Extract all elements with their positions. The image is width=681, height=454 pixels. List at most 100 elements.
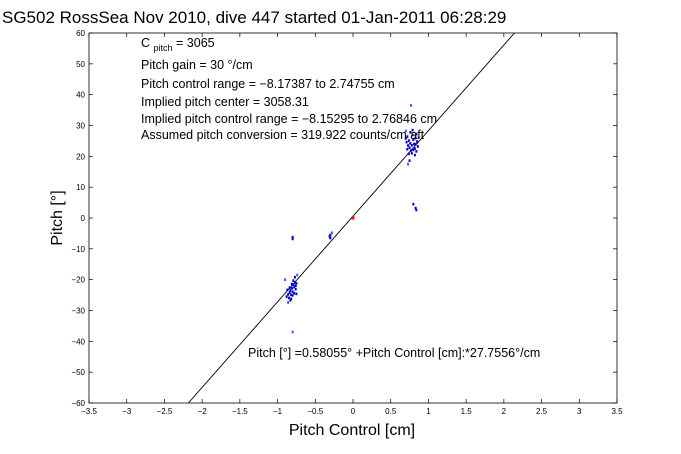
scatter-point	[287, 301, 290, 304]
fit-line	[188, 32, 515, 404]
scatter-point	[410, 143, 413, 147]
x-tick-label: 0	[351, 407, 356, 416]
scatter-point	[407, 144, 410, 147]
scatter-point	[287, 296, 290, 300]
annotation-fit-equation: Pitch [°] =0.58055° +Pitch Control [cm]:…	[248, 346, 540, 360]
scatter-point	[413, 142, 416, 146]
x-tick-label: −2	[198, 407, 208, 416]
x-axis-ticks: −3.5 −3 −2.5 −2 −1.5 −1 −0.5 0 0.5 1 1.5 2 2.5 3 3.5	[81, 33, 623, 416]
chart-title: SG502 RossSea Nov 2010, dive 447 started…	[2, 8, 506, 27]
scatter-point	[292, 279, 295, 282]
scatter-point	[410, 151, 413, 155]
scatter-point	[415, 208, 418, 212]
x-tick-label: 3	[577, 407, 582, 416]
scatter-point	[295, 292, 298, 296]
scatter-point	[405, 140, 408, 144]
scatter-point	[415, 150, 418, 153]
x-tick-label: 1	[426, 407, 431, 416]
y-tick-label: 30	[76, 122, 85, 131]
y-axis-label: Pitch [°]	[49, 190, 66, 245]
scatter-point	[407, 162, 410, 166]
x-tick-label: −0.5	[307, 407, 323, 416]
scatter-point	[293, 281, 296, 284]
scatter-point	[407, 139, 410, 142]
y-tick-label: 60	[76, 29, 85, 38]
x-tick-label: −3	[122, 407, 132, 416]
scatter-point	[291, 294, 294, 297]
scatter-point	[328, 235, 331, 238]
annotation-c-pitch: C pitch = 3065	[141, 36, 215, 54]
scatter-point	[290, 287, 293, 290]
scatter-point	[330, 231, 333, 235]
annotation-pitch-control-range: Pitch control range = −8.17387 to 2.7475…	[141, 77, 395, 91]
scatter-point	[409, 142, 412, 145]
scatter-point	[416, 145, 419, 148]
annotation-c-pitch-main: C	[141, 36, 150, 50]
scatter-point	[293, 285, 296, 289]
annotation-assumed-pitch-conversion: Assumed pitch conversion = 319.922 count…	[141, 128, 425, 142]
scatter-point	[413, 147, 416, 150]
y-tick-label: 10	[76, 183, 85, 192]
scatter-point	[404, 129, 407, 133]
annotation-implied-pitch-center: Implied pitch center = 3058.31	[141, 95, 309, 109]
y-tick-label: −30	[71, 307, 85, 316]
scatter-point	[414, 136, 417, 140]
fit-line-group	[188, 32, 515, 404]
scatter-point	[288, 286, 291, 289]
scatter-point	[411, 133, 414, 137]
scatter-point	[415, 132, 418, 136]
scatter-point	[284, 278, 287, 281]
scatter-point	[412, 148, 415, 152]
reference-point	[351, 216, 355, 220]
scatter-point	[410, 104, 413, 107]
annotation-implied-pitch-control-range: Implied pitch control range = −8.15295 t…	[141, 112, 437, 126]
y-tick-label: −10	[71, 245, 85, 254]
scatter-points	[284, 104, 420, 334]
scatter-point	[291, 235, 294, 239]
scatter-point	[406, 135, 409, 138]
x-tick-label: 1.5	[461, 407, 473, 416]
scatter-point	[406, 147, 409, 151]
scatter-point	[404, 137, 407, 140]
annotation-c-pitch-value: = 3065	[176, 36, 215, 50]
scatter-point	[416, 140, 419, 143]
scatter-point	[290, 297, 293, 301]
y-tick-label: 40	[76, 91, 85, 100]
scatter-point	[410, 149, 413, 152]
scatter-point	[291, 290, 294, 293]
scatter-point	[293, 275, 296, 279]
scatter-point	[293, 291, 296, 295]
scatter-point	[285, 295, 288, 298]
y-tick-label: 0	[81, 214, 86, 223]
x-axis-label: Pitch Control [cm]	[289, 422, 415, 439]
annotation-c-pitch-sub: pitch	[154, 43, 173, 53]
y-tick-label: −50	[71, 368, 85, 377]
scatter-point	[408, 146, 411, 149]
scatter-point	[291, 330, 294, 334]
x-tick-label: 3.5	[611, 407, 623, 416]
x-tick-label: −2.5	[157, 407, 173, 416]
scatter-point	[414, 206, 417, 210]
scatter-point	[295, 282, 298, 285]
scatter-point	[417, 136, 420, 139]
scatter-point	[291, 237, 294, 241]
x-tick-label: 0.5	[385, 407, 397, 416]
reference-point-group	[351, 216, 355, 220]
scatter-point	[414, 143, 417, 146]
annotation-pitch-gain: Pitch gain = 30 °/cm	[141, 58, 253, 72]
x-tick-label: −1.5	[232, 407, 248, 416]
scatter-point	[329, 233, 332, 237]
scatter-point	[408, 159, 411, 162]
y-tick-label: −40	[71, 337, 85, 346]
scatter-point	[289, 299, 292, 302]
y-tick-label: −60	[71, 399, 85, 408]
scatter-point	[294, 287, 297, 291]
x-tick-label: 2	[502, 407, 507, 416]
scatter-point	[329, 236, 332, 240]
y-tick-label: −20	[71, 276, 85, 285]
x-tick-label: −1	[273, 407, 283, 416]
x-tick-label: −3.5	[81, 407, 97, 416]
scatter-point	[290, 282, 293, 286]
scatter-point	[296, 273, 299, 277]
